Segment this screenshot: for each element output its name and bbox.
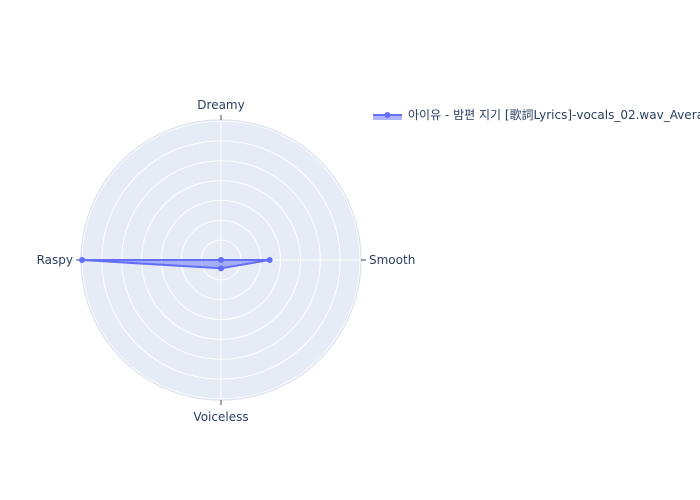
axis-label-raspy: Raspy (37, 253, 73, 267)
data-point-voiceless[interactable] (218, 265, 224, 272)
data-point-smooth[interactable] (266, 257, 273, 263)
angular-axis: Dreamy Smooth Voiceless Raspy (37, 98, 416, 424)
data-point-dreamy[interactable] (218, 257, 224, 263)
axis-label-voiceless: Voiceless (193, 410, 248, 424)
series-layer (79, 257, 273, 272)
data-point-raspy[interactable] (79, 257, 85, 263)
legend-swatch-marker (384, 112, 391, 118)
legend-item-label: 아이유 - 밤편 지기 [歌詞Lyrics]-vocals_02.wav_Ave… (408, 107, 700, 122)
legend[interactable]: 아이유 - 밤편 지기 [歌詞Lyrics]-vocals_02.wav_Ave… (373, 107, 700, 122)
axis-label-smooth: Smooth (369, 253, 415, 267)
axis-label-dreamy: Dreamy (197, 98, 244, 112)
